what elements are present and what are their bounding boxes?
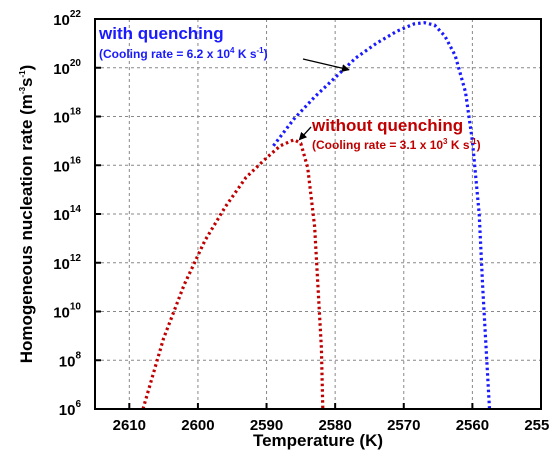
annotation-without-quenching-title: without quenching [311,116,463,135]
annotation-with-quenching-detail: (Cooling rate = 6.2 x 104 K s-1) [99,46,268,61]
y-axis-title: Homogeneous nucleation rate (m-3s-1) [17,65,36,364]
y-tick-label: 1020 [53,58,81,78]
y-tick-exponent: 18 [70,107,82,118]
y-tick-exponent: 8 [75,350,81,361]
y-tick-label: 106 [59,399,82,419]
annotation-without-quenching-detail-pre: (Cooling rate = 3.1 x 10 [312,138,443,152]
y-tick-base: 10 [53,110,70,127]
x-tick-label: 2600 [181,417,214,434]
y-tick-label: 1012 [53,253,81,273]
x-tick-label: 2570 [387,417,420,434]
annotation-without-quenching-detail-end: ) [477,138,481,152]
series-line-with-quenching [272,21,492,410]
y-tick-exponent: 14 [70,204,82,215]
data-series [141,21,492,410]
annotation-without-quenching-detail-mid: K s [448,138,470,152]
y-axis-title-exp1: -3 [18,86,27,94]
annotations: with quenching (Cooling rate = 6.2 x 104… [98,24,481,152]
x-tick-label: 2580 [318,417,351,434]
y-tick-exponent: 22 [70,9,82,20]
x-tick-label: 2610 [113,417,146,434]
y-tick-label: 1016 [53,155,81,175]
annotation-arrow-without-quenching [298,126,312,141]
annotation-arrow-with-quenching [302,58,350,73]
annotation-with-quenching-detail-pre: (Cooling rate = 6.2 x 10 [99,47,230,61]
annotation-without-quenching-detail: (Cooling rate = 3.1 x 103 K s-1) [312,137,481,152]
y-tick-base: 10 [59,402,76,419]
y-tick-label: 1014 [53,204,81,224]
y-tick-base: 10 [59,353,76,370]
annotation-with-quenching-detail-end: ) [264,47,268,61]
annotation-with-quenching-detail-exp2: -1 [257,46,265,55]
y-tick-exponent: 12 [70,253,82,264]
y-axis-title-main: Homogeneous nucleation rate (m [17,94,36,363]
y-axis-title-exp2: -1 [18,70,27,78]
y-tick-base: 10 [53,12,70,29]
y-tick-exponent: 10 [70,302,82,313]
series-line-without-quenching [141,138,325,410]
y-tick-exponent: 16 [70,155,82,166]
y-tick-base: 10 [53,256,70,273]
y-tick-base: 10 [53,207,70,224]
y-tick-label: 108 [59,350,82,370]
y-tick-label: 1018 [53,107,81,127]
axis-ticks: 2610260025902580257025602550106108101010… [53,9,550,434]
axis-labels: Temperature (K) Homogeneous nucleation r… [17,65,383,450]
annotation-with-quenching-title: with quenching [98,24,224,43]
x-tick-label: 2560 [456,417,489,434]
x-axis-title: Temperature (K) [253,431,383,450]
x-tick-label: 2590 [250,417,283,434]
annotation-with-quenching-detail-exp: 4 [230,46,235,55]
y-tick-label: 1010 [53,302,81,322]
y-tick-base: 10 [53,158,70,175]
grid [95,19,541,409]
y-tick-exponent: 20 [70,58,82,69]
y-tick-base: 10 [53,305,70,322]
annotation-without-quenching-detail-exp2: -1 [470,137,478,146]
annotation-with-quenching-detail-mid: K s [235,47,257,61]
y-tick-label: 1022 [53,9,81,29]
y-tick-exponent: 6 [75,399,81,410]
annotation-without-quenching-detail-exp: 3 [443,137,448,146]
x-tick-label: 2550 [524,417,550,434]
y-axis-title-end: ) [17,65,36,71]
y-axis-title-mid: s [17,78,36,87]
y-tick-base: 10 [53,61,70,78]
